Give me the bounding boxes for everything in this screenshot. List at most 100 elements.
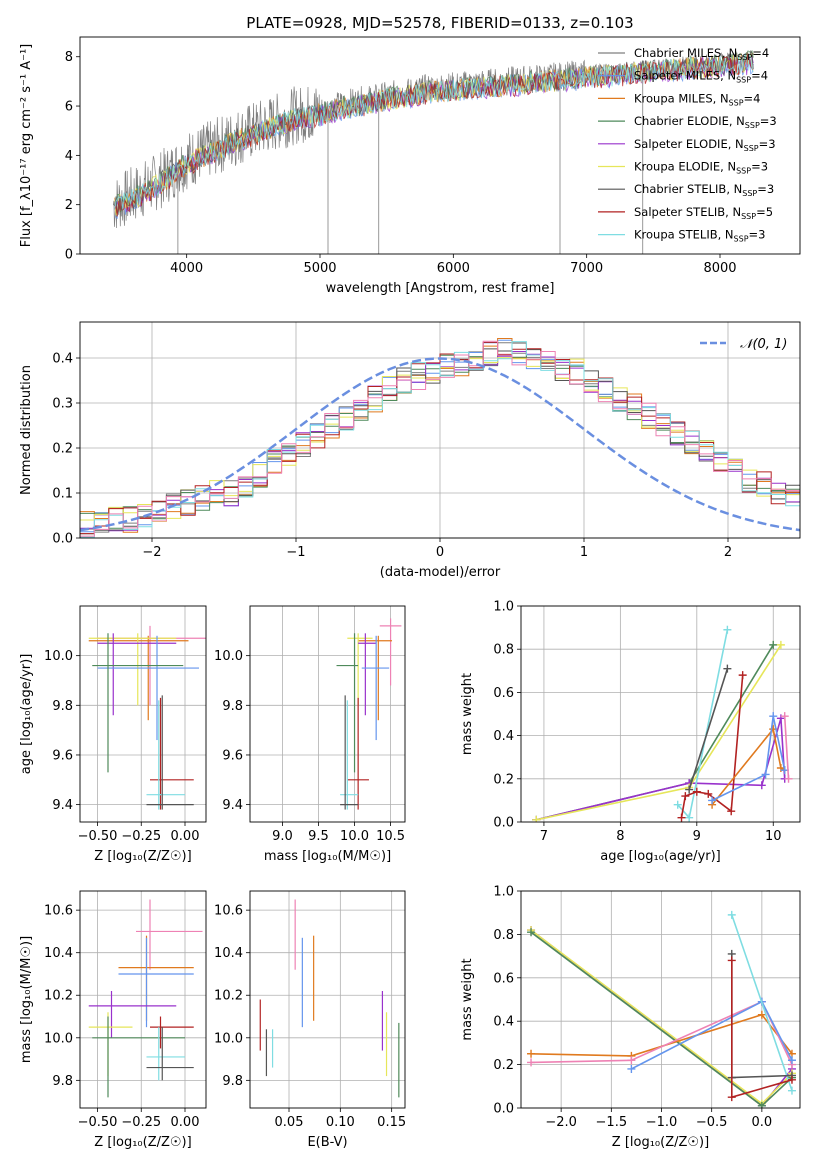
x-tick-label: 0.0 [752,1115,773,1130]
series-marker [776,640,785,649]
x-tick-label: 10.0 [340,829,369,844]
legend-entry-sub: SSP [737,53,752,62]
legend-entry-label: Kroupa ELODIE, N [634,160,736,174]
y-tick-label: 0.8 [493,643,514,658]
plot-area [527,910,796,1108]
axes-frame [520,605,801,823]
y-tick-label: 0.6 [493,686,514,701]
axes-frame [79,36,801,255]
x-tick-label: 5000 [303,261,336,276]
legend-entry: Chabrier ELODIE, NSSP=3 [634,114,777,130]
y-axis-label: mass weight [460,958,475,1040]
legend-entry: Kroupa ELODIE, NSSP=3 [634,160,768,176]
x-tick-label: −0.25 [121,829,161,844]
series-line [711,727,786,806]
axes-frame [249,890,406,1109]
y-axis-label: age [log₁₀(age/yr)] [19,654,34,775]
y-axis-label: Flux [f_λ10⁻¹⁷ erg cm⁻² s⁻¹ A⁻¹] [19,44,34,248]
legend-entry-label: Chabrier STELIB, N [634,182,742,196]
legend-entry-suffix: =5 [756,205,773,219]
x-tick-label: 10 [765,829,782,844]
plot-area [112,49,754,254]
series-marker [677,813,686,822]
y-tick-label: 10.0 [44,1031,73,1046]
x-axis-label: E(B-V) [307,1135,347,1150]
panel-residual_hist: −2 −1 0 1 2 0.0 0.1 0.2 0.3 0.4 (data-model)/error… [19,321,801,580]
series-marker [527,928,536,937]
x-tick-label: 8000 [703,261,736,276]
series-marker [723,664,732,673]
figure-title: PLATE=0928, MJD=52578, FIBERID=0133, z=0… [246,14,633,32]
legend-entry-sub: SSP [729,98,744,107]
series-marker [757,781,766,790]
series-marker [784,774,793,783]
legend-entry-suffix: =3 [759,137,776,151]
y-tick-label: 0.8 [493,928,514,943]
series-marker [708,796,717,805]
axes-frame [79,605,207,823]
y-tick-label: 0.2 [493,1058,514,1073]
plot-area [259,899,400,1098]
y-tick-label: 9.4 [222,798,243,813]
series-line [677,629,729,820]
legend-entry-sub: SSP [741,212,756,221]
panel-massweight_vs_age: 7 8 9 10 0.0 0.2 0.4 0.6 0.8 1.0 age [log₁₀(age/yr… [460,600,801,864]
x-tick-label: −1.5 [596,1115,628,1130]
legend-entry-sub: SSP [745,121,760,130]
y-axis-label: mass [log₁₀(M/M☉)] [19,936,34,1063]
y-tick-label: 9.6 [222,748,243,763]
legend-entry: 𝒩(0, 1) [740,337,787,352]
legend-entry-sub: SSP [734,235,749,244]
x-tick-label: 7 [540,829,548,844]
axes-frame [79,321,801,539]
legend-entry-suffix: =3 [757,182,774,196]
y-tick-label: 2 [65,198,73,213]
legend-entry-suffix: =3 [751,160,768,174]
spectrum-model-line [114,53,754,217]
series-marker [704,789,713,798]
x-tick-label: 0.00 [171,829,200,844]
series-marker [761,770,770,779]
histogram-step [80,338,800,538]
legend-entry-label: Chabrier ELODIE, N [634,114,745,128]
x-axis-label: age [log₁₀(age/yr)] [600,849,721,864]
series-marker [727,910,736,919]
series-marker [685,813,694,822]
plot-area [80,338,800,538]
legend-entry: Kroupa MILES, NSSP=4 [634,91,760,107]
legend-entry: Salpeter STELIB, NSSP=5 [634,205,773,221]
y-tick-label: 6 [65,100,73,115]
x-tick-label: 10.5 [376,829,405,844]
legend-entry-suffix: =3 [749,228,766,242]
series-marker [757,1101,766,1108]
x-tick-label: 0.05 [275,1115,304,1130]
x-tick-label: 1 [580,545,588,560]
series-marker [532,815,541,822]
legend-entry-sub: SSP [744,144,759,153]
y-tick-label: 9.8 [222,699,243,714]
spectrum-model-line [114,53,754,210]
series-marker [627,1056,636,1065]
y-tick-label: 0.4 [52,352,73,367]
legend-entry-label: Salpeter MILES, N [634,69,736,83]
legend-entry-label: Chabrier MILES, N [634,46,737,60]
x-tick-label: 0.10 [326,1115,355,1130]
y-tick-label: 10.0 [44,649,73,664]
x-tick-label: −0.50 [78,829,118,844]
x-tick-label: 0.00 [171,1115,200,1130]
legend-entry-sub: SSP [736,76,751,85]
x-tick-label: 7000 [570,261,603,276]
y-tick-label: 10.6 [44,904,73,919]
series-marker [769,640,778,649]
y-tick-label: 10.0 [214,649,243,664]
x-tick-label: 9.0 [272,829,293,844]
y-tick-label: 1.0 [493,600,514,615]
x-axis-label: mass [log₁₀(M/M☉)] [264,849,391,864]
panel-mass_vs_Z: −0.50 −0.25 0.00 9.8 10.0 10.2 10.4 10.6 Z [log₁… [19,890,207,1150]
x-tick-label: −1.0 [646,1115,678,1130]
series-marker [787,1086,796,1095]
y-tick-label: 0.0 [52,532,73,547]
series-line [711,716,786,802]
axes-frame [520,890,801,1109]
legend-entry: Salpeter ELODIE, NSSP=3 [634,137,776,153]
